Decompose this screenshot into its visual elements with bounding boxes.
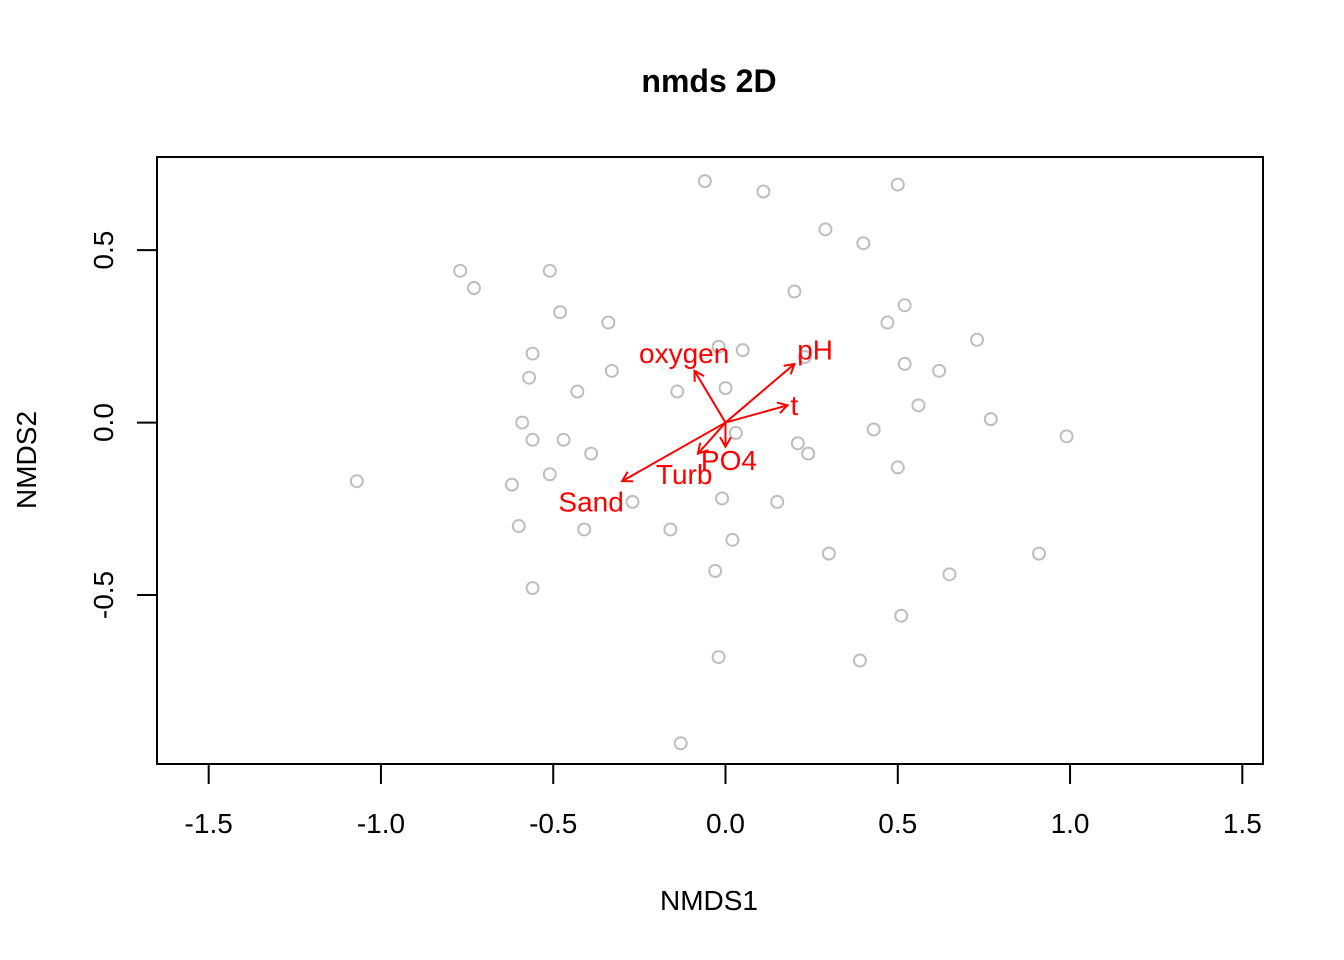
data-point: [542, 263, 557, 278]
x-tick-label: 0.0: [706, 808, 745, 839]
data-point: [708, 563, 723, 578]
vector-arrowhead: [696, 442, 709, 456]
vector-arrowhead: [719, 436, 732, 449]
data-point: [890, 460, 905, 475]
data-point: [553, 305, 568, 320]
points-layer: [349, 174, 1074, 751]
data-point: [466, 281, 481, 296]
data-point: [897, 298, 912, 313]
data-point: [715, 491, 730, 506]
vector-arrowhead: [620, 471, 634, 483]
data-point: [911, 398, 926, 413]
vector-label-turb: Turb: [656, 459, 713, 490]
x-tick-label: -1.0: [357, 808, 405, 839]
data-point: [577, 522, 592, 537]
data-point: [697, 174, 712, 189]
vector-label-oxygen: oxygen: [639, 338, 729, 369]
data-point: [897, 356, 912, 371]
data-point: [852, 653, 867, 668]
data-point: [880, 315, 895, 330]
data-point: [525, 346, 540, 361]
vector-arrowhead: [776, 401, 790, 414]
data-point: [556, 432, 571, 447]
data-point: [970, 332, 985, 347]
data-point: [866, 422, 881, 437]
data-point: [983, 412, 998, 427]
data-point: [604, 363, 619, 378]
data-point: [601, 315, 616, 330]
vector-label-sand: Sand: [558, 486, 623, 517]
data-point: [570, 384, 585, 399]
data-point: [770, 494, 785, 509]
vector-label-ph: pH: [797, 335, 833, 366]
x-tick-label: -1.5: [185, 808, 233, 839]
data-point: [756, 184, 771, 199]
vector-arrowhead: [783, 362, 796, 375]
vector-arrow-sand: [621, 421, 726, 483]
vector-arrow-t: [725, 404, 788, 424]
data-point: [735, 343, 750, 358]
x-tick-label: 1.5: [1223, 808, 1262, 839]
data-point: [542, 467, 557, 482]
vector-label-t: t: [791, 390, 799, 421]
data-point: [821, 546, 836, 561]
data-point: [453, 263, 468, 278]
y-tick-label: 0.5: [88, 231, 119, 270]
data-point: [670, 384, 685, 399]
data-point: [1059, 429, 1074, 444]
data-point: [504, 477, 519, 492]
data-point: [711, 650, 726, 665]
y-tick-label: 0.0: [88, 403, 119, 442]
x-tick-label: 1.0: [1051, 808, 1090, 839]
data-point: [584, 446, 599, 461]
data-point: [725, 532, 740, 547]
vector-arrow-ph: [724, 363, 796, 424]
data-point: [525, 581, 540, 596]
data-point: [349, 474, 364, 489]
data-point: [728, 425, 743, 440]
x-axis-label: NMDS1: [660, 885, 758, 916]
data-point: [525, 432, 540, 447]
data-point: [673, 736, 688, 751]
data-point: [790, 436, 805, 451]
x-tick-label: 0.5: [878, 808, 917, 839]
data-point: [797, 350, 812, 365]
data-point: [890, 177, 905, 192]
y-axis-label: NMDS2: [11, 411, 42, 509]
data-point: [522, 370, 537, 385]
data-point: [718, 381, 733, 396]
y-tick-label: -0.5: [88, 571, 119, 619]
data-point: [787, 284, 802, 299]
data-point: [932, 363, 947, 378]
data-point: [894, 608, 909, 623]
data-point: [511, 519, 526, 534]
data-point: [942, 567, 957, 582]
data-point: [515, 415, 530, 430]
vector-label-po4: PO4: [701, 445, 757, 476]
data-point: [801, 446, 816, 461]
data-point: [1032, 546, 1047, 561]
x-axis: -1.5 -1.0 -0.5 0.0 0.5 1.0 1.5: [185, 763, 1262, 839]
vector-arrow-oxygen: [693, 370, 727, 424]
vector-arrowhead: [693, 369, 705, 382]
data-point: [856, 236, 871, 251]
data-point: [625, 494, 640, 509]
chart-title: nmds 2D: [641, 63, 776, 99]
data-point: [818, 222, 833, 237]
data-point: [711, 339, 726, 354]
vector-arrow-turb: [697, 421, 727, 455]
x-tick-label: -0.5: [529, 808, 577, 839]
data-point: [663, 522, 678, 537]
y-axis: -0.5 0.0 0.5: [88, 231, 158, 619]
